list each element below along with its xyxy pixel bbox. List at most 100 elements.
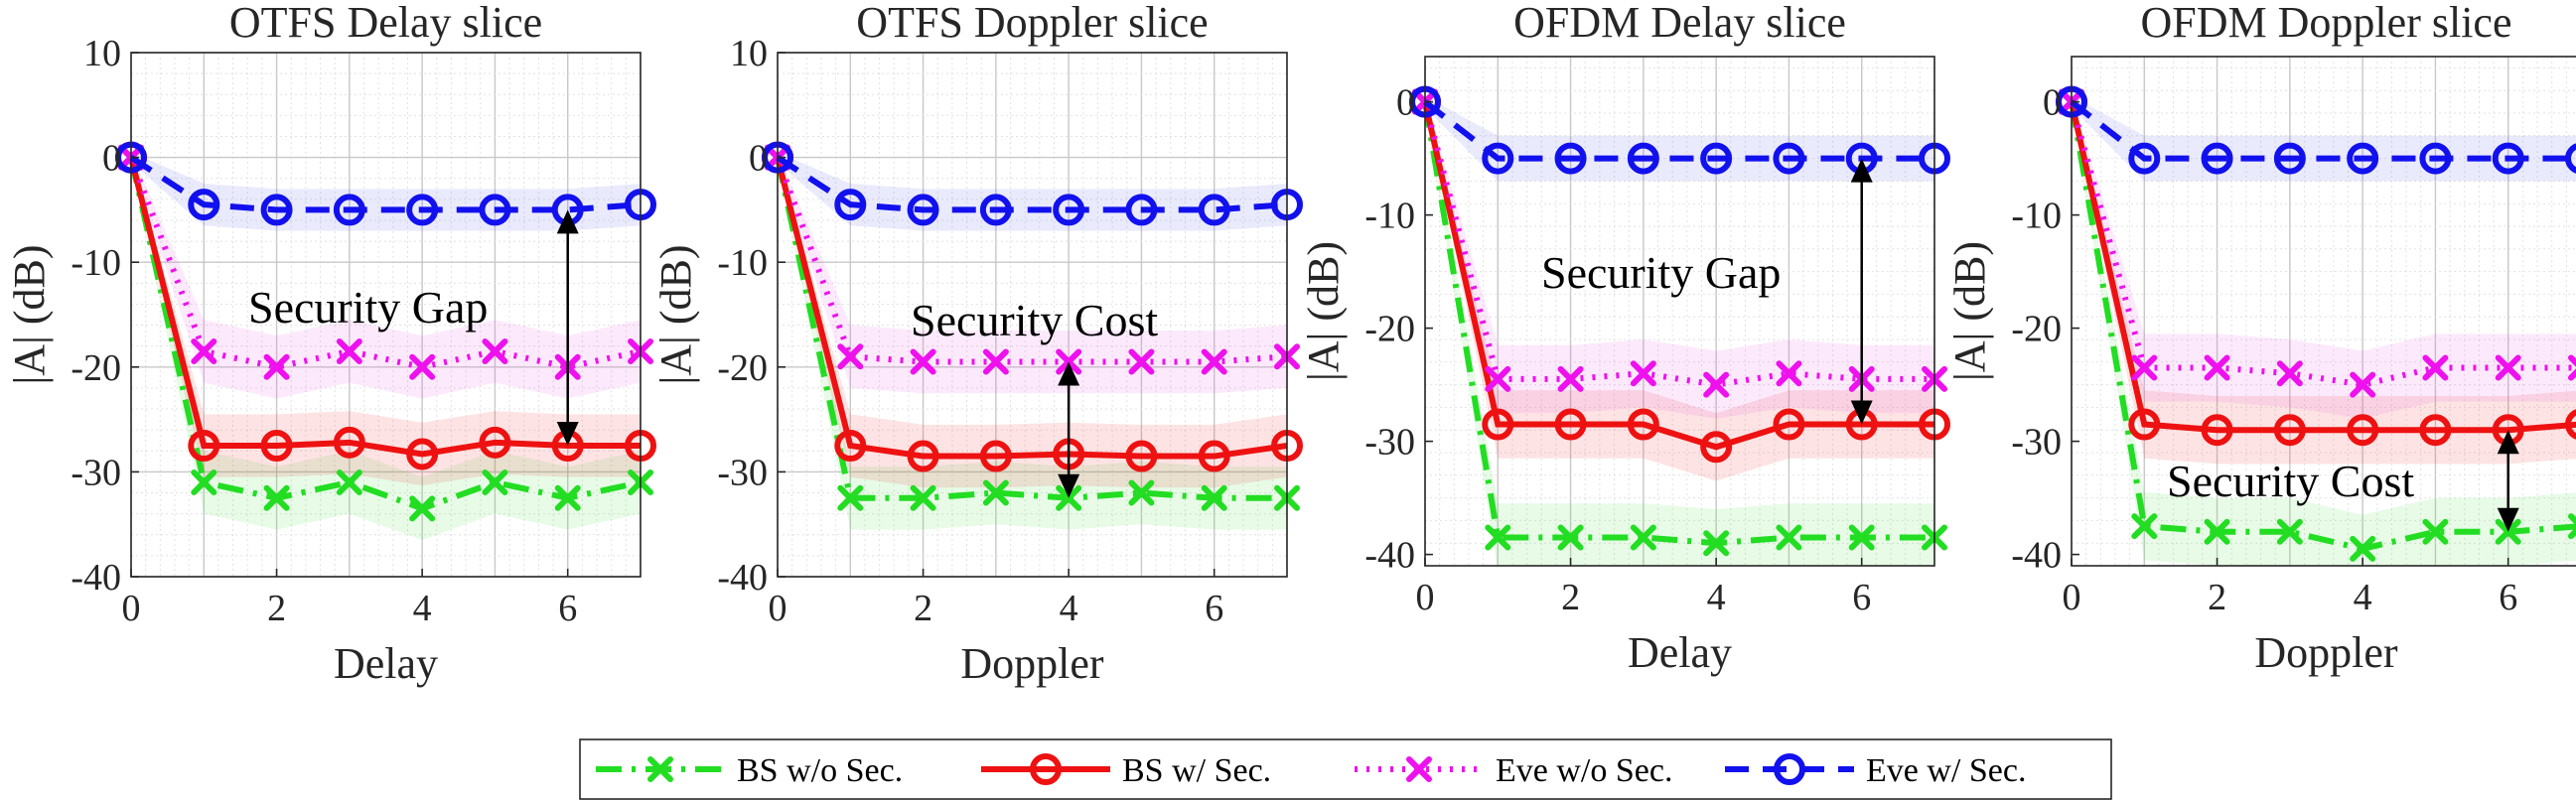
data-point xyxy=(1201,484,1227,511)
data-point xyxy=(409,495,436,522)
ticks: 0 2 4 6 10 0 -10 -20 -30 -40 xyxy=(717,33,1223,629)
grid xyxy=(778,53,1287,577)
band-3 xyxy=(131,152,641,399)
data-point xyxy=(263,484,290,511)
data-point xyxy=(409,353,436,380)
chart-title: OFDM Doppler slice xyxy=(2141,0,2512,47)
ticks: 0 2 4 6 0 -10 -20 -30 -40 xyxy=(1364,82,1871,618)
data-point xyxy=(907,440,939,472)
chart-panel-4: 0 2 4 6 0 -10 -20 -30 -40 OFDM Doppler slice Doppl… xyxy=(1945,0,2576,677)
series-line xyxy=(128,156,642,512)
data-point xyxy=(2276,360,2303,387)
y-tick-label: -30 xyxy=(2011,422,2062,464)
band-1 xyxy=(131,152,641,541)
arrow-head xyxy=(556,422,579,446)
x-tick-label: 4 xyxy=(1707,577,1726,618)
data-point xyxy=(1630,360,1656,387)
annotation: Security Cost xyxy=(911,295,1158,498)
data-point xyxy=(2201,142,2233,175)
data-point xyxy=(2131,354,2158,381)
x-tick-label: 2 xyxy=(2208,577,2226,618)
data-point xyxy=(979,440,1012,472)
data-point xyxy=(837,343,864,370)
grid xyxy=(2072,57,2576,566)
data-point xyxy=(1128,348,1155,375)
data-point xyxy=(1554,142,1587,175)
x-tick-label: 6 xyxy=(558,588,577,629)
data-point xyxy=(910,484,936,511)
series-eve-w-sec- xyxy=(115,141,656,226)
y-tick-label: -10 xyxy=(1364,196,1415,237)
data-point xyxy=(1198,440,1230,472)
series-line xyxy=(128,156,642,370)
data-point xyxy=(554,484,581,511)
band-4 xyxy=(1425,95,1934,182)
series-bs-w-o-sec- xyxy=(2059,88,2576,562)
data-point xyxy=(982,348,1009,375)
data-point xyxy=(191,337,217,364)
arrow-head xyxy=(556,209,579,234)
data-point xyxy=(1485,365,1511,392)
legend-item-2: BS w/ Sec. xyxy=(981,752,1271,789)
y-tick-label: -10 xyxy=(717,242,768,284)
data-point xyxy=(1128,479,1155,506)
y-tick-label: -30 xyxy=(717,452,768,493)
data-point xyxy=(2204,518,2230,545)
x-tick-label: 4 xyxy=(413,588,432,629)
annotation-text: Security Cost xyxy=(2167,456,2414,506)
legend-label: Eve w/o Sec. xyxy=(1496,752,1672,789)
legend-item-1: BS w/o Sec. xyxy=(596,752,903,789)
y-tick-label: 10 xyxy=(83,33,121,74)
data-point xyxy=(2419,414,2452,447)
y-tick-label: 0 xyxy=(102,138,121,180)
data-point xyxy=(1485,524,1511,551)
data-point xyxy=(1703,371,1730,398)
data-point xyxy=(1125,440,1158,472)
y-axis-label: |A| (dB) xyxy=(651,244,700,384)
legend-item-3: Eve w/o Sec. xyxy=(1355,752,1672,789)
data-point xyxy=(191,468,217,495)
series-line xyxy=(1423,99,1934,162)
y-tick-label: 0 xyxy=(749,138,768,180)
data-point xyxy=(1198,194,1230,226)
arrow-head xyxy=(1850,400,1873,425)
band-2 xyxy=(1425,95,1934,481)
data-point xyxy=(1557,524,1584,551)
x-tick-label: 6 xyxy=(1852,577,1871,618)
data-point xyxy=(910,348,936,375)
grid xyxy=(1425,57,1934,566)
x-tick-label: 0 xyxy=(2063,577,2081,618)
plot-area xyxy=(1425,57,1934,566)
data-point xyxy=(482,337,508,364)
series-eve-w-o-sec- xyxy=(765,144,1300,375)
series-line xyxy=(775,156,1288,365)
y-axis-label: |A| (dB) xyxy=(5,244,54,384)
y-tick-label: -40 xyxy=(717,557,768,599)
data-point xyxy=(982,479,1009,506)
data-point xyxy=(479,194,511,226)
data-point xyxy=(1056,348,1082,375)
data-point xyxy=(1201,348,1227,375)
data-point xyxy=(333,426,365,459)
arrow-head xyxy=(1850,158,1873,183)
y-tick-label: 10 xyxy=(730,33,768,74)
data-point xyxy=(2347,142,2379,175)
x-tick-label: 2 xyxy=(1561,577,1580,618)
legend-marker xyxy=(1030,753,1062,785)
arrow-head xyxy=(1058,473,1080,498)
band-3 xyxy=(2072,95,2576,419)
data-point xyxy=(188,189,220,221)
legend-box xyxy=(579,738,2112,800)
annotation: Security Gap xyxy=(248,209,579,446)
y-tick-label: -20 xyxy=(1364,309,1415,350)
data-point xyxy=(406,438,439,470)
data-point xyxy=(1554,408,1587,441)
arrow-head xyxy=(2497,507,2519,532)
data-point xyxy=(2204,354,2230,381)
data-point xyxy=(834,430,867,462)
chart-panel-2: 0 2 4 6 10 0 -10 -20 -30 -40 OTFS Doppler slice Dop… xyxy=(651,0,1303,688)
x-tick-label: 4 xyxy=(1060,588,1078,629)
data-point xyxy=(2273,142,2306,175)
series-eve-w-sec- xyxy=(2056,85,2576,175)
arrow-head xyxy=(1058,361,1080,386)
